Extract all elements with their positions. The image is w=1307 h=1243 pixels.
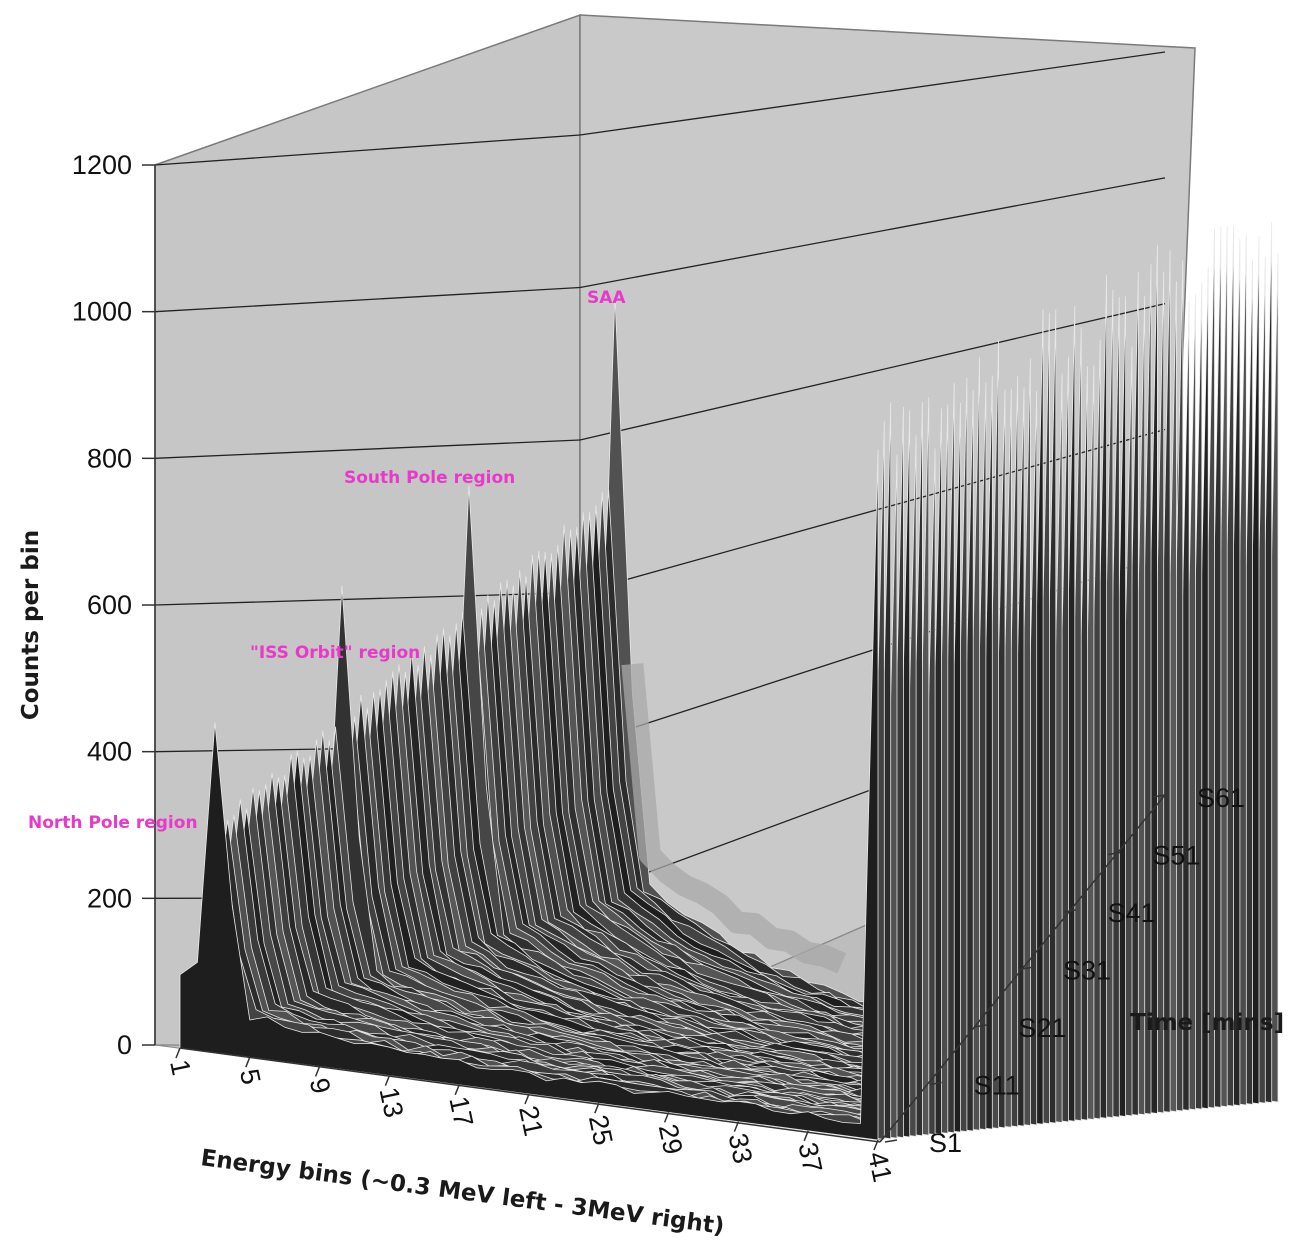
y-tick-label-600: 600 <box>87 590 132 620</box>
z-tick-label-S31: S31 <box>1063 956 1111 986</box>
x-tick-25 <box>594 1102 600 1114</box>
annotations: North Pole region "ISS Orbit" region Sou… <box>28 288 626 833</box>
gridline-back-1200 <box>579 51 1166 136</box>
y-tick-label-1000: 1000 <box>72 297 132 327</box>
z-tick-S51 <box>1108 851 1121 856</box>
y-tick-label-800: 800 <box>87 443 132 473</box>
x-axis: 1 5 9 13 17 21 25 29 33 37 41 <box>164 1047 898 1185</box>
gridline-left-1000 <box>154 286 581 313</box>
gridline-left-600 <box>154 591 581 606</box>
z-tick-label-S21: S21 <box>1018 1013 1066 1043</box>
x-tick-label-21: 21 <box>513 1103 549 1139</box>
x-tick-label-37: 37 <box>792 1140 828 1176</box>
z-tick-S11 <box>929 1081 942 1086</box>
x-axis-line <box>179 1047 881 1143</box>
z-axis-title: Time [mins] <box>1130 1010 1284 1036</box>
z-tick-label-S61: S61 <box>1197 783 1245 813</box>
z-axis: S1 S11 S21 S31 S41 S51 S61 <box>879 783 1245 1158</box>
z-tick-label-S41: S41 <box>1108 898 1156 928</box>
x-axis-title: Energy bins (~0.3 MeV left - 3MeV right) <box>199 1145 726 1240</box>
y-tick-label-1200: 1200 <box>72 150 132 180</box>
y-axis-title: Counts per bin <box>18 530 44 720</box>
gridline-back-1000 <box>579 177 1166 289</box>
z-tick-S61 <box>1152 794 1166 798</box>
y-tick-label-200: 200 <box>87 883 132 913</box>
x-tick-13 <box>384 1075 391 1086</box>
series-2-spectrum <box>185 421 885 1140</box>
y-tick-label-0: 0 <box>117 1030 132 1060</box>
x-tick-label-25: 25 <box>583 1112 619 1148</box>
x-tick-29 <box>663 1112 670 1123</box>
x-tick-9 <box>314 1066 321 1077</box>
z-tick-S41 <box>1063 909 1076 913</box>
x-tick-41 <box>873 1139 879 1151</box>
x-tick-label-13: 13 <box>374 1085 410 1121</box>
gridline-left-1200 <box>154 134 581 166</box>
x-tick-label-17: 17 <box>443 1094 479 1130</box>
x-tick-label-29: 29 <box>653 1121 689 1157</box>
gridline-back-800 <box>579 303 1166 441</box>
x-tick-37 <box>803 1130 809 1142</box>
z-tick-label-S11: S11 <box>974 1071 1020 1101</box>
x-tick-1 <box>175 1047 181 1059</box>
z-tick-S1 <box>884 1139 898 1143</box>
x-tick-label-9: 9 <box>304 1075 336 1096</box>
annotation-iss-orbit: "ISS Orbit" region <box>250 643 420 663</box>
x-tick-17 <box>454 1084 460 1096</box>
y-tick-label-400: 400 <box>87 737 132 767</box>
z-tick-label-S1: S1 <box>929 1128 962 1158</box>
x-tick-label-1: 1 <box>164 1057 196 1078</box>
annotation-north-pole: North Pole region <box>28 813 198 833</box>
series-9-spectrum <box>230 397 930 1136</box>
x-tick-label-5: 5 <box>234 1066 266 1087</box>
x-tick-label-33: 33 <box>723 1131 759 1167</box>
waterfall-surface <box>179 222 1279 1141</box>
z-tick-label-S51: S51 <box>1152 841 1200 871</box>
z-tick-S31 <box>1018 966 1032 971</box>
annotation-south-pole: South Pole region <box>344 468 515 488</box>
x-tick-33 <box>733 1121 740 1132</box>
series-1-spectrum <box>179 449 879 1141</box>
series-11-spectrum <box>243 408 942 1135</box>
annotation-saa: SAA <box>587 288 626 308</box>
gridline-left-800 <box>154 439 581 459</box>
x-tick-label-41: 41 <box>862 1149 898 1185</box>
z-tick-S21 <box>974 1024 987 1028</box>
x-tick-5 <box>245 1056 251 1068</box>
saa-ridge-highlight <box>621 663 847 974</box>
y-axis: 0 200 400 600 800 1000 1200 <box>72 150 156 1060</box>
x-tick-21 <box>524 1093 530 1105</box>
